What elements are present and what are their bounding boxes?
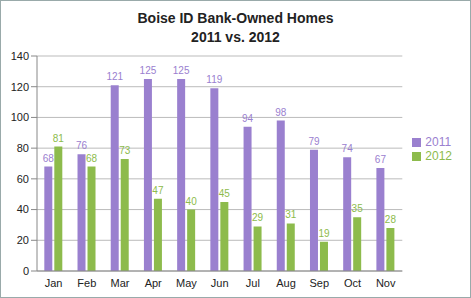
svg-text:Mar: Mar <box>111 277 130 289</box>
html-text:Boise ID Bank-Owned Homes: Boise ID Bank-Owned Homes <box>137 10 334 26</box>
svg-text:119: 119 <box>206 74 222 85</box>
svg-text:Nov: Nov <box>376 277 396 289</box>
svg-text:28: 28 <box>385 214 397 225</box>
svg-text:Aug: Aug <box>276 277 296 289</box>
svg-text:0: 0 <box>23 265 29 277</box>
html-text:2012: 2012 <box>425 149 452 163</box>
svg-text:40: 40 <box>186 196 198 207</box>
svg-text:100: 100 <box>11 111 29 123</box>
svg-text:45: 45 <box>219 188 231 199</box>
svg-text:94: 94 <box>242 113 254 124</box>
svg-text:Feb: Feb <box>77 277 96 289</box>
svg-text:Jun: Jun <box>211 277 229 289</box>
svg-text:79: 79 <box>308 136 320 147</box>
svg-text:68: 68 <box>43 153 55 164</box>
svg-text:Oct: Oct <box>344 277 361 289</box>
html-text:2011 vs. 2012: 2011 vs. 2012 <box>191 29 280 45</box>
svg-text:68: 68 <box>86 153 98 164</box>
svg-text:120: 120 <box>11 81 29 93</box>
svg-text:Sep: Sep <box>309 277 329 289</box>
svg-text:47: 47 <box>152 185 164 196</box>
svg-text:Jul: Jul <box>246 277 260 289</box>
svg-text:67: 67 <box>375 154 387 165</box>
svg-text:125: 125 <box>173 65 190 76</box>
svg-text:81: 81 <box>53 133 65 144</box>
svg-text:73: 73 <box>119 145 131 156</box>
svg-text:35: 35 <box>352 203 364 214</box>
svg-text:40: 40 <box>17 203 29 215</box>
svg-text:19: 19 <box>318 228 330 239</box>
svg-text:May: May <box>176 277 197 289</box>
svg-text:140: 140 <box>11 50 29 62</box>
svg-text:Apr: Apr <box>145 277 162 289</box>
svg-text:60: 60 <box>17 173 29 185</box>
svg-text:98: 98 <box>275 107 287 118</box>
svg-text:29: 29 <box>252 212 264 223</box>
svg-text:31: 31 <box>285 209 297 220</box>
svg-text:74: 74 <box>342 143 354 154</box>
svg-text:Jan: Jan <box>45 277 63 289</box>
svg-text:20: 20 <box>17 234 29 246</box>
svg-text:125: 125 <box>140 65 157 76</box>
svg-text:121: 121 <box>106 71 123 82</box>
svg-text:76: 76 <box>76 140 88 151</box>
html-text:2011: 2011 <box>425 135 452 149</box>
svg-text:80: 80 <box>17 142 29 154</box>
